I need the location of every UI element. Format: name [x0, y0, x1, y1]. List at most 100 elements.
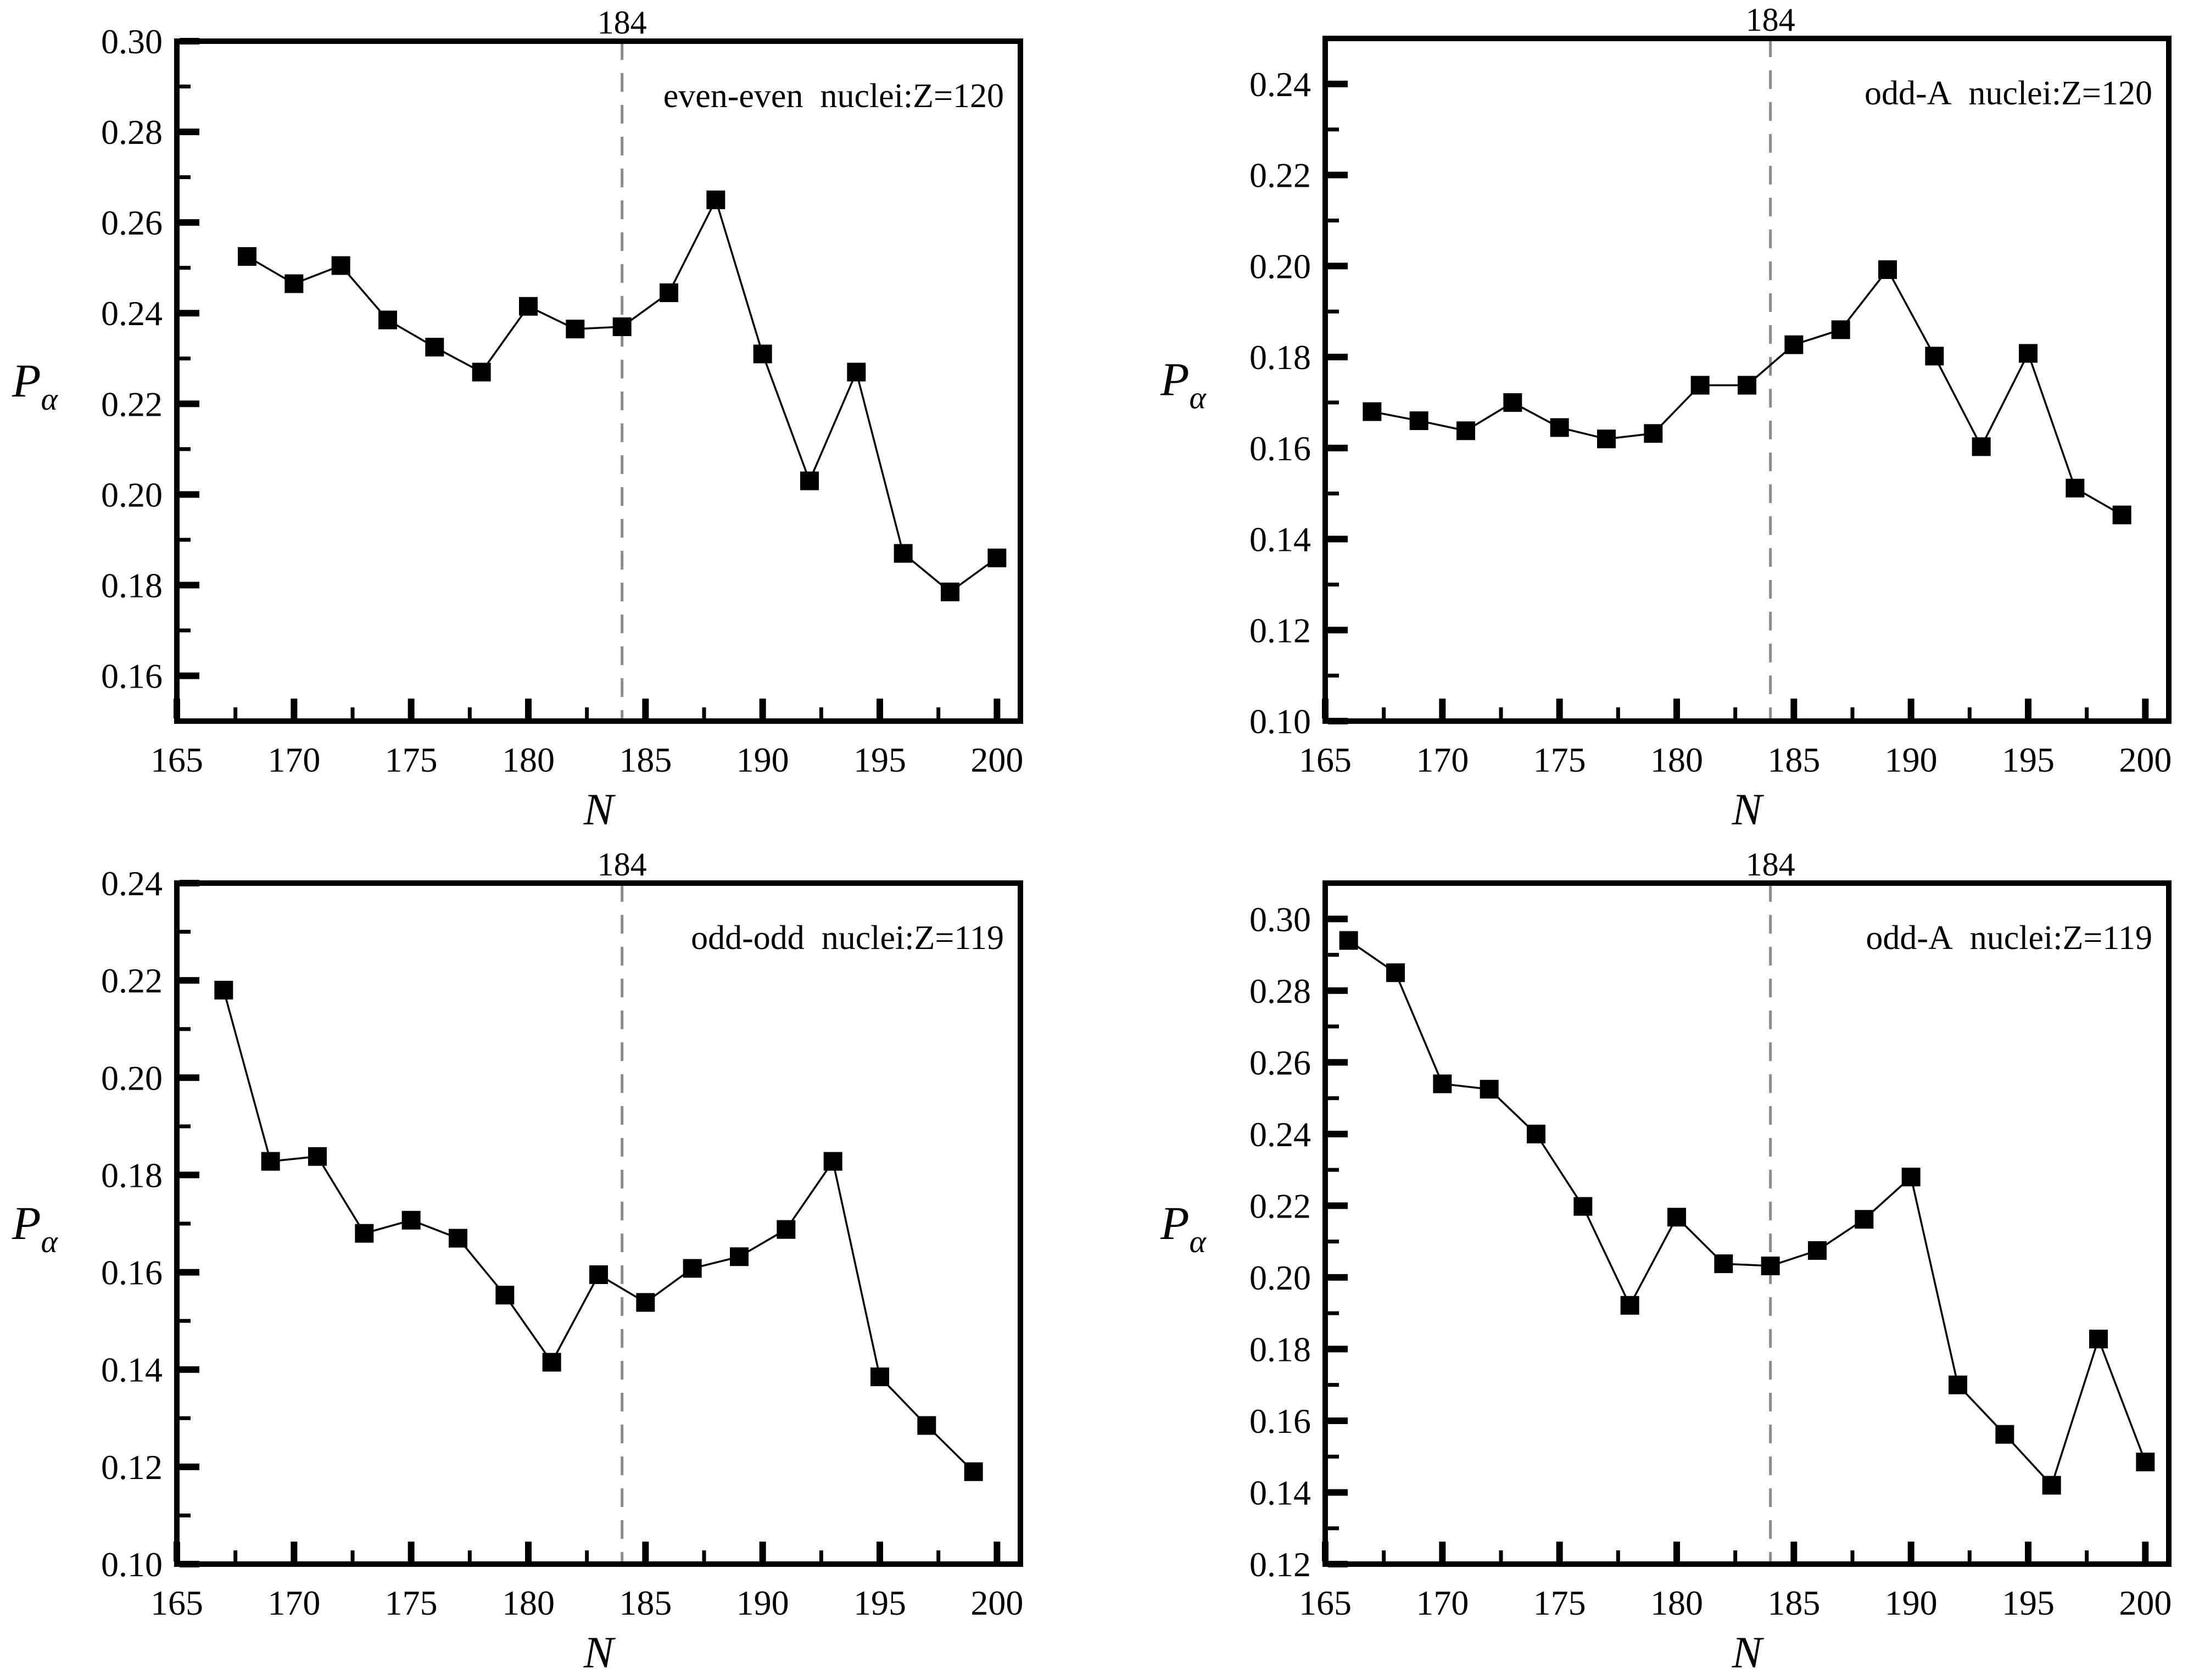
x-tick-label: 170	[267, 1583, 320, 1622]
y-tick-label: 0.16	[101, 1253, 163, 1292]
data-point-marker	[331, 256, 350, 275]
data-point-marker	[1433, 1074, 1452, 1093]
y-axis-label: Pα	[12, 1197, 59, 1259]
data-point-marker	[1878, 260, 1897, 279]
reference-line-label: 184	[1746, 846, 1795, 883]
y-axis-label-main: P	[1160, 1197, 1190, 1249]
data-point-marker	[284, 274, 304, 293]
data-point-marker	[823, 1152, 842, 1171]
x-tick-label: 170	[1416, 740, 1469, 779]
y-tick-label: 0.20	[1249, 247, 1311, 286]
x-tick-label: 195	[2002, 1583, 2055, 1622]
x-tick-label: 200	[970, 1583, 1023, 1622]
x-tick-label: 200	[2119, 1583, 2172, 1622]
x-tick-label: 175	[1533, 1583, 1586, 1622]
y-tick-label: 0.12	[1249, 1545, 1311, 1584]
data-point-marker	[1831, 320, 1850, 339]
data-point-marker	[401, 1210, 421, 1230]
data-point-marker	[1620, 1296, 1639, 1315]
y-tick-label: 0.24	[101, 294, 163, 333]
data-line	[1348, 939, 2146, 1487]
x-tick-label: 200	[970, 740, 1023, 779]
x-axis-label: N	[583, 784, 616, 834]
x-tick-label: 195	[853, 740, 906, 779]
data-point-marker	[683, 1259, 702, 1278]
subplot-bottom-left: 184 165 170 175 180 185 190 195 200 0.10 0.12 0.14 0…	[12, 846, 1023, 1677]
x-axis-label: N	[1732, 784, 1765, 834]
data-point-marker	[355, 1224, 374, 1243]
data-point-marker	[2042, 1476, 2061, 1495]
subplot-top-left: 184 165 170 175 180 185 190 195 200 0.16 0.18 0.20 0…	[12, 4, 1023, 834]
x-tick-label: 200	[2119, 740, 2172, 779]
y-axis-label: Pα	[1160, 353, 1207, 416]
y-tick-label: 0.20	[1249, 1258, 1311, 1297]
y-tick-label: 0.22	[101, 384, 163, 423]
x-tick-label: 190	[736, 740, 789, 779]
data-point-marker	[1456, 421, 1475, 440]
data-point-marker	[1714, 1254, 1733, 1274]
plot-border	[174, 880, 1023, 1567]
data-point-marker	[238, 247, 256, 266]
y-axis-label: Pα	[1160, 1197, 1207, 1259]
data-point-marker	[2089, 1330, 2108, 1349]
x-tick-label: 180	[502, 1583, 555, 1622]
data-point-marker	[1925, 347, 1944, 366]
x-tick-label: 180	[502, 740, 555, 779]
data-point-marker	[847, 362, 866, 382]
x-tick-label: 185	[619, 740, 672, 779]
data-point-marker	[1386, 963, 1405, 983]
data-point-marker	[800, 471, 819, 490]
data-point-marker	[987, 548, 1007, 567]
y-tick-label: 0.16	[101, 656, 163, 695]
y-axis-label-main: P	[12, 1197, 41, 1249]
x-tick-label: 180	[1650, 1583, 1703, 1622]
data-point-marker	[660, 283, 678, 303]
x-tick-label: 195	[853, 1583, 906, 1622]
x-tick-label: 175	[1533, 740, 1586, 779]
y-tick-label: 0.26	[101, 203, 163, 242]
data-point-marker	[1738, 376, 1756, 395]
data-point-marker	[2019, 344, 2038, 363]
data-point-marker	[1550, 418, 1569, 437]
data-point-marker	[1527, 1124, 1545, 1143]
data-line	[222, 990, 974, 1472]
y-axis-label-main: P	[12, 354, 41, 407]
data-point-marker	[753, 344, 772, 364]
data-point-marker	[917, 1416, 936, 1435]
reference-line-label: 184	[598, 846, 647, 883]
data-point-marker	[1901, 1168, 1921, 1187]
data-point-marker	[2136, 1453, 2155, 1471]
x-tick-label: 190	[1885, 1583, 1938, 1622]
plot-border	[1322, 880, 2172, 1567]
subplot-top-right: 184 165 170 175 180 185 190 195 200 0.10 0.12 0.14 0…	[1160, 2, 2172, 834]
data-point-marker	[378, 310, 397, 330]
data-point-marker	[1995, 1425, 2014, 1444]
data-point-marker	[1761, 1257, 1780, 1276]
data-point-marker	[1573, 1197, 1593, 1216]
data-point-marker	[941, 582, 959, 601]
y-axis-label-sub: α	[1190, 380, 1207, 416]
x-tick-label: 165	[1299, 740, 1352, 779]
y-axis-label-sub: α	[41, 381, 59, 417]
x-tick-label: 190	[736, 1583, 789, 1622]
y-tick-label: 0.24	[1249, 65, 1311, 104]
x-tick-label: 175	[385, 740, 438, 779]
data-point-marker	[1339, 931, 1358, 950]
data-point-marker	[1949, 1375, 1967, 1394]
data-point-marker	[730, 1247, 749, 1266]
y-tick-label: 0.12	[101, 1448, 163, 1487]
data-point-marker	[1855, 1210, 1874, 1229]
y-tick-label: 0.16	[1249, 1402, 1311, 1441]
plot-border	[1322, 36, 2172, 724]
x-tick-label: 185	[619, 1583, 672, 1622]
panel-title: even-even nuclei:Z=120	[663, 77, 1004, 115]
reference-line-label: 184	[598, 4, 647, 41]
y-tick-label: 0.22	[1249, 156, 1311, 195]
data-point-marker	[261, 1152, 280, 1171]
data-point-marker	[495, 1286, 515, 1305]
x-tick-label: 175	[385, 1583, 438, 1622]
data-point-marker	[425, 338, 444, 357]
data-point-marker	[1503, 393, 1522, 412]
x-tick-label: 165	[1299, 1583, 1352, 1622]
